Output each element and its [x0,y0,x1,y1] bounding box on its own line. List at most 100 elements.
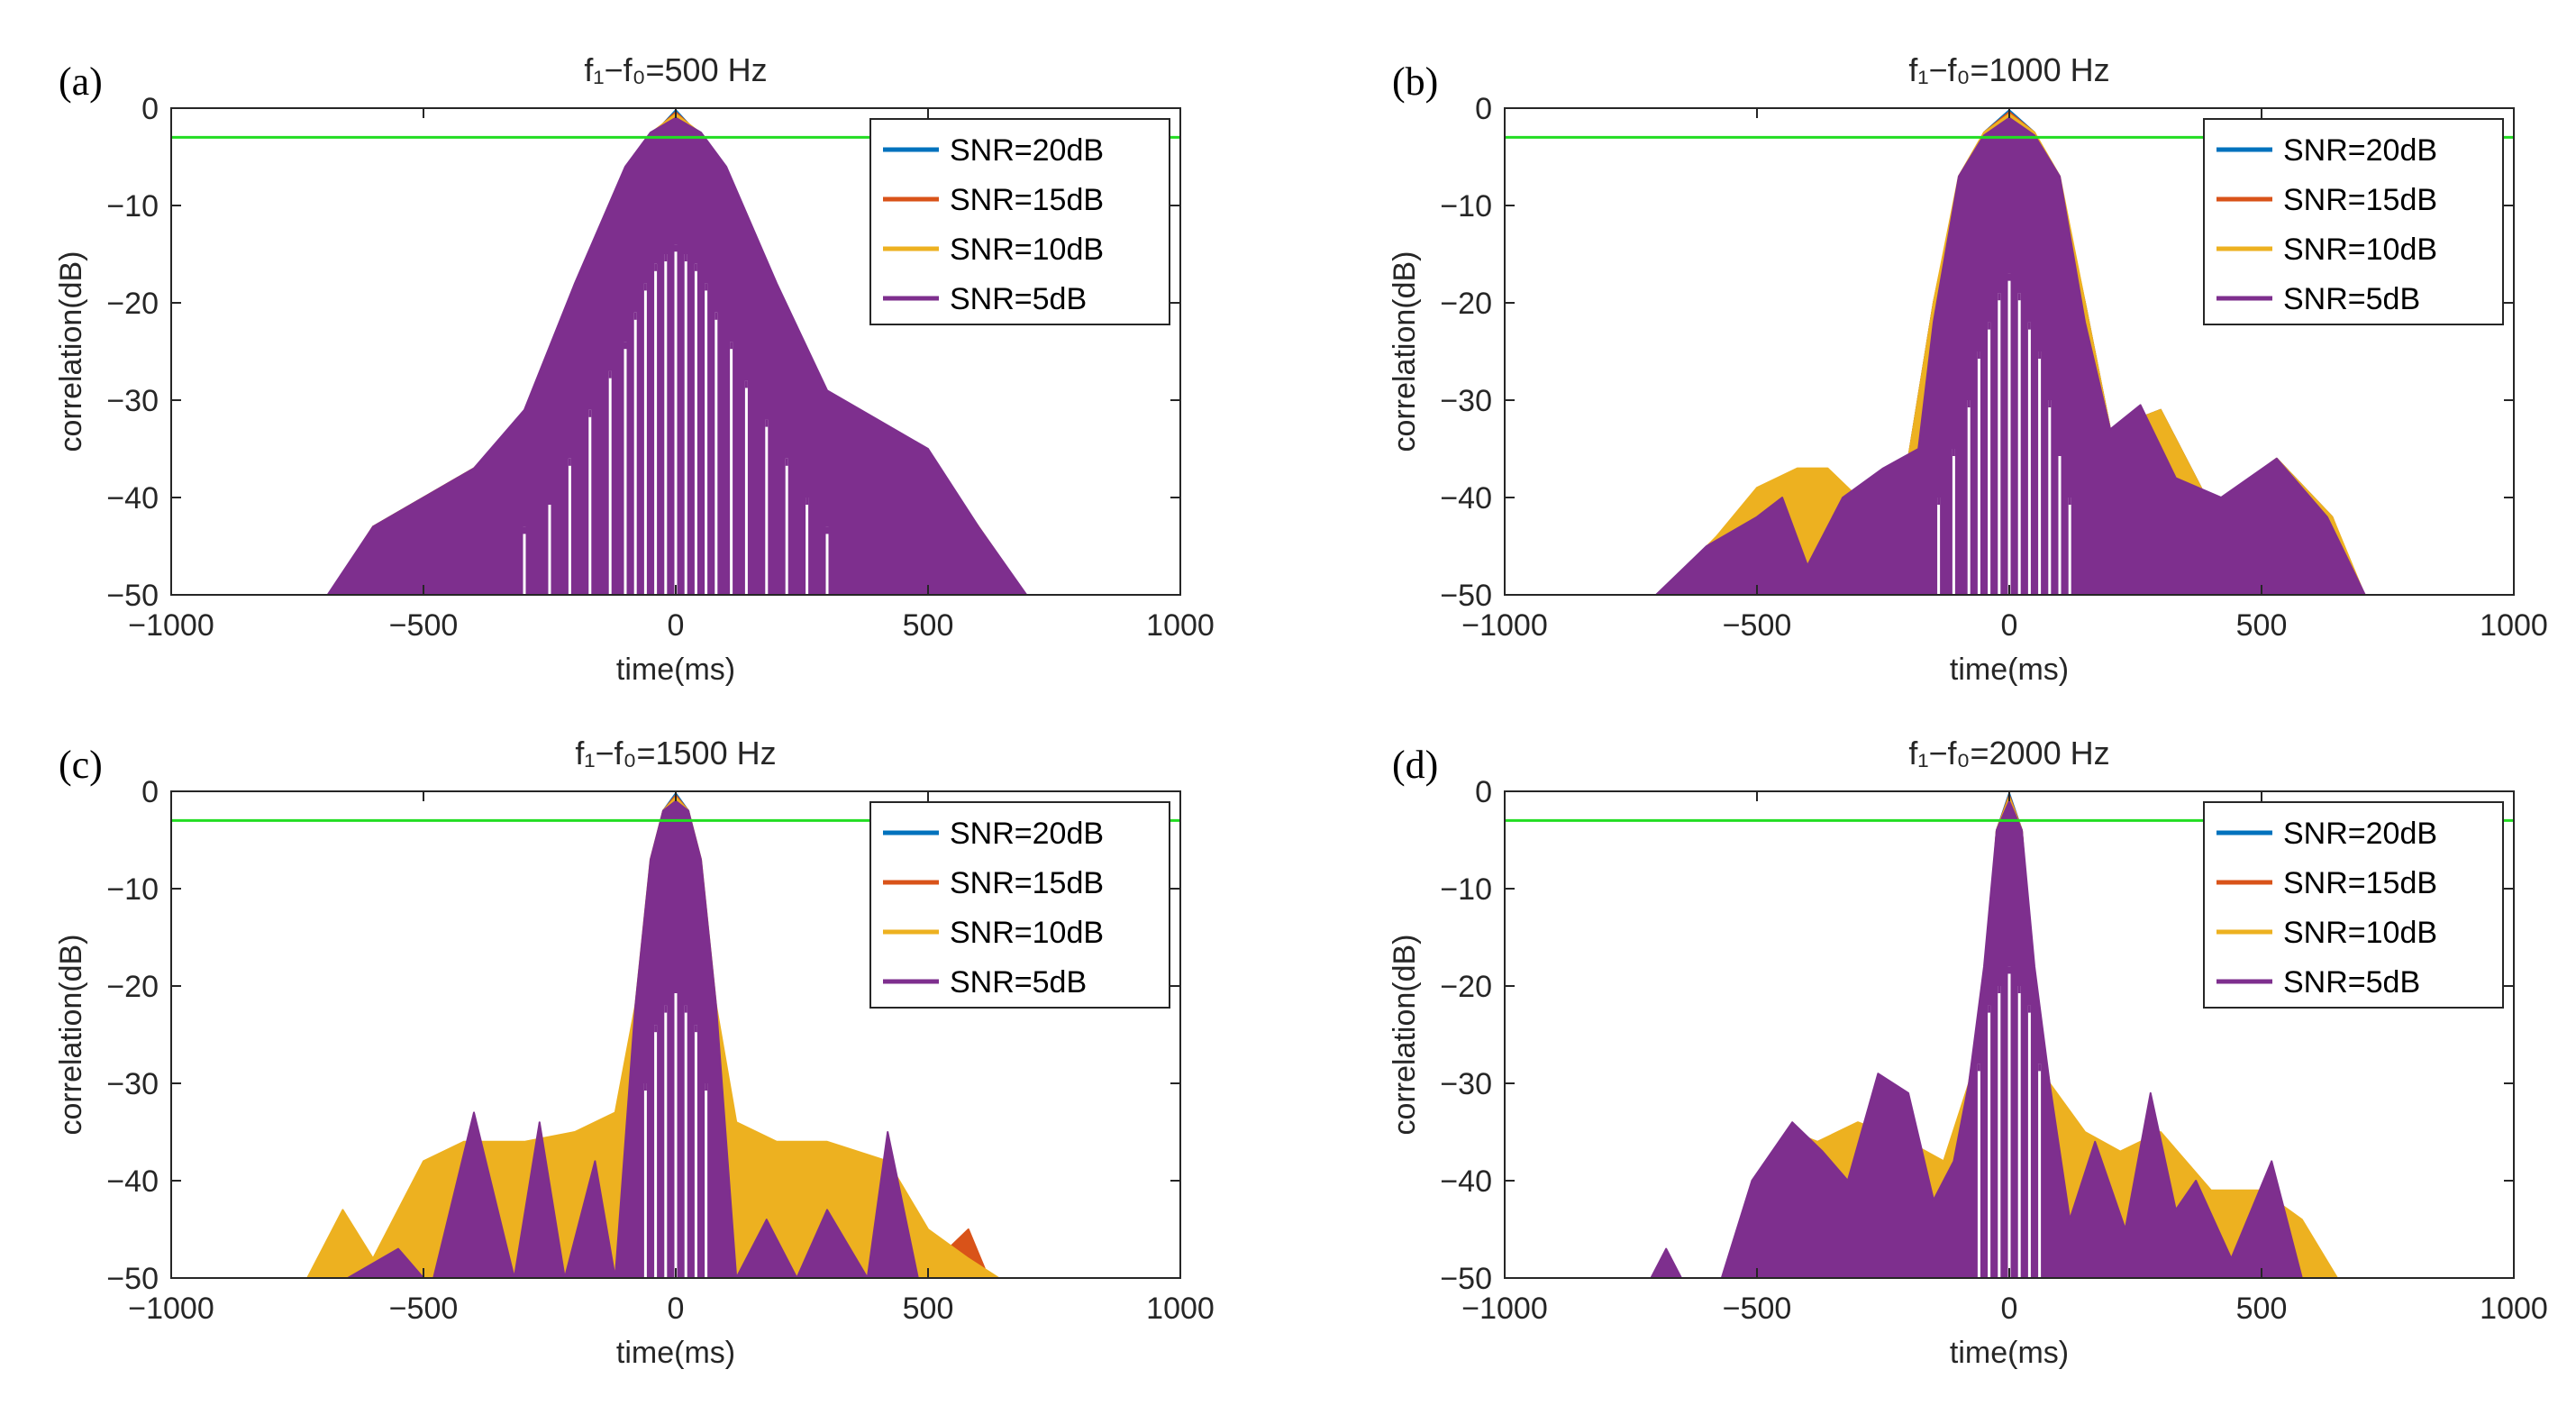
x-tick-label: −1000 [128,608,214,643]
series-snr-5db [347,799,919,1278]
y-axis-label: correlation(dB) [1388,935,1422,1136]
chart-panel-1: −1000 −500 0 500 1000 0 −10 −20 −30 −40 −50 time(ms… [54,51,1215,687]
chart-title: f₁−f₀=1500 Hz [575,735,776,771]
chart-title: f₁−f₀=2000 Hz [1908,735,2109,771]
chart-title: f₁−f₀=500 Hz [584,51,767,88]
legend-item: SNR=5dB [883,965,1087,1000]
y-tick-label: 0 [1475,92,1492,126]
x-axis-label: time(ms) [616,1336,735,1370]
x-tick-label: −500 [1723,1292,1792,1326]
x-tick-label: 0 [668,1292,685,1326]
legend-item: SNR=15dB [883,866,1104,900]
x-tick-label: 1000 [2480,1292,2548,1326]
y-tick-label: 0 [141,775,159,809]
legend-label: SNR=5dB [950,282,1087,316]
y-tick-label: −50 [1440,1262,1492,1296]
legend-box [869,118,1170,325]
legend-item: SNR=15dB [883,183,1104,217]
x-tick-label: −1000 [128,1292,214,1326]
legend-label: SNR=10dB [950,233,1104,267]
panel-label: (d) [1392,743,1438,787]
chart-panel-2: −1000 −500 0 500 1000 0 −10 −20 −30 −40 −50 time(ms… [1388,51,2548,687]
legend-label: SNR=15dB [2283,866,2437,900]
x-tick-label: −500 [1723,608,1792,643]
legend: SNR=20dB SNR=15dB SNR=10dB SNR=5dB [2203,118,2504,325]
legend-item: SNR=20dB [883,133,1104,168]
y-tick-label: −50 [106,579,159,613]
legend-item: SNR=10dB [883,916,1104,950]
y-tick-label: −50 [106,1262,159,1296]
x-tick-label: 500 [2236,1292,2288,1326]
legend-label: SNR=20dB [2283,817,2437,851]
legend-item: SNR=20dB [883,817,1104,851]
x-tick-label: −500 [389,1292,459,1326]
legend-item: SNR=5dB [883,282,1087,316]
chart-panel-3: −1000 −500 0 500 1000 0 −10 −20 −30 −40 −50 time(ms… [54,735,1215,1370]
legend-box [2203,118,2504,325]
y-tick-label: −40 [1440,1164,1492,1199]
legend-label: SNR=10dB [2283,916,2437,950]
y-tick-label: −30 [106,1067,159,1101]
legend-label: SNR=20dB [950,817,1104,851]
legend-label: SNR=10dB [2283,233,2437,267]
chart-title: f₁−f₀=1000 Hz [1908,51,2109,88]
y-tick-label: 0 [1475,775,1492,809]
legend-item: SNR=5dB [2216,282,2420,316]
x-tick-label: 0 [2001,608,2018,643]
legend-item: SNR=10dB [883,233,1104,267]
legend-label: SNR=20dB [950,133,1104,168]
y-tick-label: −50 [1440,579,1492,613]
x-tick-label: 500 [2236,608,2288,643]
legend-label: SNR=15dB [950,866,1104,900]
legend-item: SNR=15dB [2216,866,2437,900]
legend: SNR=20dB SNR=15dB SNR=10dB SNR=5dB [869,118,1170,325]
y-axis-label: correlation(dB) [54,935,88,1136]
y-tick-label: −30 [1440,1067,1492,1101]
x-axis-label: time(ms) [616,653,735,687]
legend-label: SNR=10dB [950,916,1104,950]
legend-item: SNR=20dB [2216,133,2437,168]
x-tick-label: 0 [2001,1292,2018,1326]
x-axis-label: time(ms) [1950,653,2069,687]
legend-item: SNR=10dB [2216,916,2437,950]
y-tick-label: −40 [1440,481,1492,516]
legend-box [2203,801,2504,1009]
legend-label: SNR=5dB [2283,282,2420,316]
x-tick-label: 1000 [1146,608,1215,643]
legend-label: SNR=5dB [950,965,1087,1000]
series-snr-5db [326,116,1028,595]
chart-panel-4: −1000 −500 0 500 1000 0 −10 −20 −30 −40 −50 time(ms… [1388,735,2548,1370]
x-tick-label: 500 [903,1292,954,1326]
series-envelope [347,799,919,1278]
y-tick-label: −30 [106,384,159,418]
y-tick-label: −10 [106,189,159,224]
x-tick-label: 1000 [2480,608,2548,643]
y-tick-label: −20 [106,970,159,1004]
x-tick-label: −1000 [1461,608,1548,643]
x-tick-label: 1000 [1146,1292,1215,1326]
legend-label: SNR=15dB [950,183,1104,217]
x-axis-label: time(ms) [1950,1336,2069,1370]
y-tick-label: −20 [1440,287,1492,321]
series-envelope [1650,799,2303,1278]
x-tick-label: −500 [389,608,459,643]
y-tick-label: −40 [106,481,159,516]
legend-label: SNR=20dB [2283,133,2437,168]
x-tick-label: 0 [668,608,685,643]
legend-item: SNR=15dB [2216,183,2437,217]
x-tick-label: −1000 [1461,1292,1548,1326]
legend-item: SNR=5dB [2216,965,2420,1000]
legend-item: SNR=10dB [2216,233,2437,267]
y-tick-label: −10 [1440,189,1492,224]
legend-item: SNR=20dB [2216,817,2437,851]
y-tick-label: −10 [106,872,159,907]
y-tick-label: 0 [141,92,159,126]
y-axis-label: correlation(dB) [54,251,88,452]
legend: SNR=20dB SNR=15dB SNR=10dB SNR=5dB [2203,801,2504,1009]
plot-layer [171,109,1180,595]
y-tick-label: −20 [1440,970,1492,1004]
y-tick-label: −20 [106,287,159,321]
legend: SNR=20dB SNR=15dB SNR=10dB SNR=5dB [869,801,1170,1009]
legend-label: SNR=15dB [2283,183,2437,217]
